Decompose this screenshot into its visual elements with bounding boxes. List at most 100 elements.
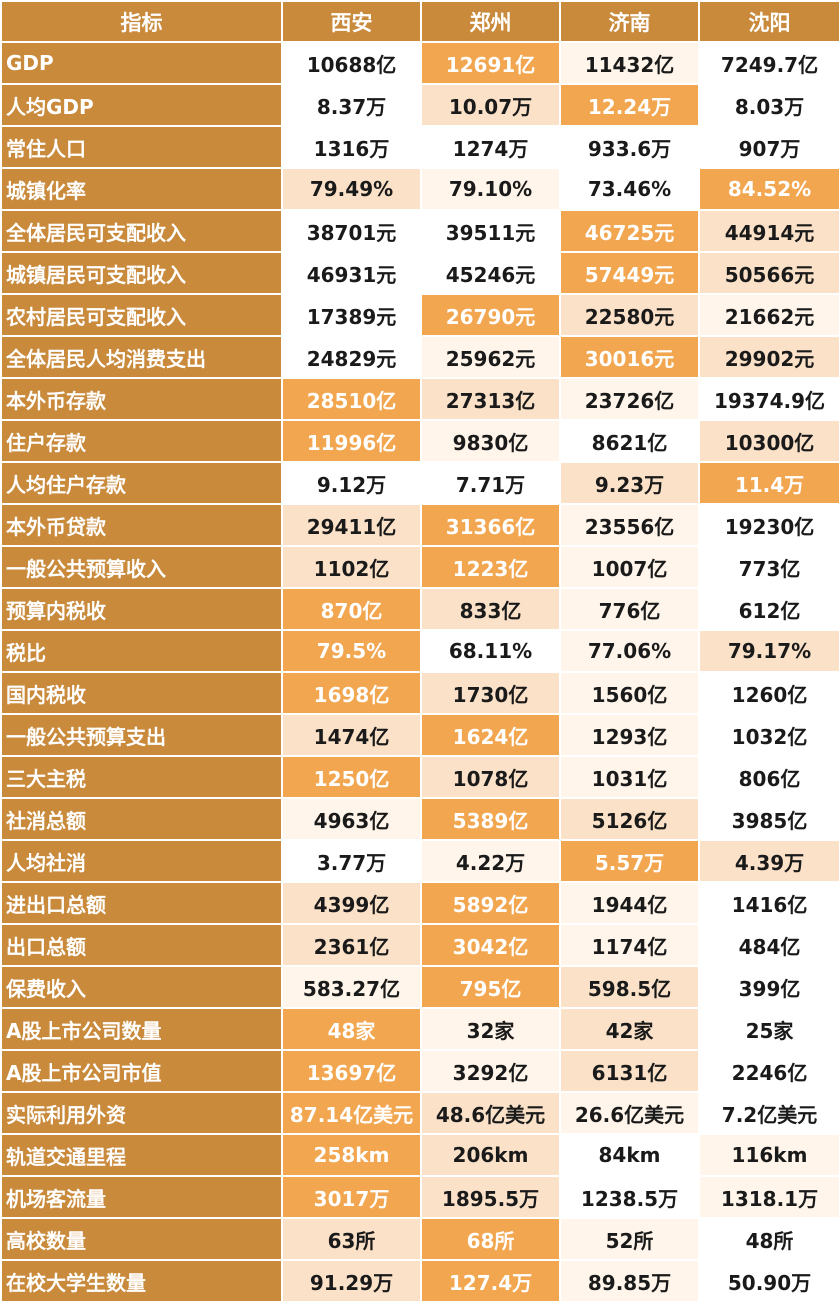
row-label: 本外币贷款 — [0, 503, 283, 547]
value-cell: 1274万 — [420, 125, 561, 169]
table-row: 轨道交通里程 258km 206km 84km 116km — [0, 1133, 839, 1177]
value-cell: 79.17% — [698, 629, 839, 673]
table-row: 社消总额 4963亿 5389亿 5126亿 3985亿 — [0, 797, 839, 841]
value-cell: 4963亿 — [281, 797, 422, 841]
value-cell: 1316万 — [281, 125, 422, 169]
row-label: 人均住户存款 — [0, 461, 283, 505]
row-label: 全体居民人均消费支出 — [0, 335, 283, 379]
header-city: 济南 — [559, 0, 700, 43]
row-label: A股上市公司数量 — [0, 1007, 283, 1051]
table-row: 一般公共预算支出 1474亿 1624亿 1293亿 1032亿 — [0, 713, 839, 757]
value-cell: 933.6万 — [559, 125, 700, 169]
value-cell: 29902元 — [698, 335, 839, 379]
value-cell: 38701元 — [281, 209, 422, 253]
value-cell: 4399亿 — [281, 881, 422, 925]
value-cell: 2246亿 — [698, 1049, 839, 1093]
value-cell: 23726亿 — [559, 377, 700, 421]
value-cell: 7249.7亿 — [698, 41, 839, 85]
value-cell: 2361亿 — [281, 923, 422, 967]
row-label: 国内税收 — [0, 671, 283, 715]
value-cell: 19374.9亿 — [698, 377, 839, 421]
value-cell: 48.6亿美元 — [420, 1091, 561, 1135]
value-cell: 6131亿 — [559, 1049, 700, 1093]
table-header: 指标 西安 郑州 济南 沈阳 — [0, 0, 839, 43]
value-cell: 46931元 — [281, 251, 422, 295]
table-row: GDP 10688亿 12691亿 11432亿 7249.7亿 — [0, 41, 839, 85]
row-label: GDP — [0, 41, 283, 85]
value-cell: 1698亿 — [281, 671, 422, 715]
value-cell: 26.6亿美元 — [559, 1091, 700, 1135]
value-cell: 17389元 — [281, 293, 422, 337]
row-label: 住户存款 — [0, 419, 283, 463]
value-cell: 116km — [698, 1133, 839, 1177]
value-cell: 11.4万 — [698, 461, 839, 505]
value-cell: 42家 — [559, 1007, 700, 1051]
value-cell: 5.57万 — [559, 839, 700, 883]
value-cell: 50.90万 — [698, 1259, 839, 1303]
value-cell: 127.4万 — [420, 1259, 561, 1303]
value-cell: 10.07万 — [420, 83, 561, 127]
value-cell: 1624亿 — [420, 713, 561, 757]
value-cell: 1078亿 — [420, 755, 561, 799]
value-cell: 48家 — [281, 1007, 422, 1051]
value-cell: 773亿 — [698, 545, 839, 589]
table-row: 出口总额 2361亿 3042亿 1174亿 484亿 — [0, 923, 839, 967]
value-cell: 79.49% — [281, 167, 422, 211]
value-cell: 1102亿 — [281, 545, 422, 589]
table-row: 税比 79.5% 68.11% 77.06% 79.17% — [0, 629, 839, 673]
value-cell: 907万 — [698, 125, 839, 169]
value-cell: 48所 — [698, 1217, 839, 1261]
value-cell: 1318.1万 — [698, 1175, 839, 1219]
value-cell: 91.29万 — [281, 1259, 422, 1303]
value-cell: 1730亿 — [420, 671, 561, 715]
table-row: 进出口总额 4399亿 5892亿 1944亿 1416亿 — [0, 881, 839, 925]
value-cell: 21662元 — [698, 293, 839, 337]
value-cell: 1293亿 — [559, 713, 700, 757]
value-cell: 3.77万 — [281, 839, 422, 883]
value-cell: 3985亿 — [698, 797, 839, 841]
value-cell: 1260亿 — [698, 671, 839, 715]
value-cell: 1031亿 — [559, 755, 700, 799]
value-cell: 73.46% — [559, 167, 700, 211]
table-row: 常住人口 1316万 1274万 933.6万 907万 — [0, 125, 839, 169]
value-cell: 19230亿 — [698, 503, 839, 547]
value-cell: 89.85万 — [559, 1259, 700, 1303]
header-city: 沈阳 — [698, 0, 839, 43]
value-cell: 50566元 — [698, 251, 839, 295]
value-cell: 1895.5万 — [420, 1175, 561, 1219]
table-row: 人均GDP 8.37万 10.07万 12.24万 8.03万 — [0, 83, 839, 127]
value-cell: 399亿 — [698, 965, 839, 1009]
row-label: 城镇化率 — [0, 167, 283, 211]
value-cell: 5126亿 — [559, 797, 700, 841]
row-label: 进出口总额 — [0, 881, 283, 925]
value-cell: 23556亿 — [559, 503, 700, 547]
value-cell: 22580元 — [559, 293, 700, 337]
header-city: 郑州 — [420, 0, 561, 43]
table-row: 农村居民可支配收入 17389元 26790元 22580元 21662元 — [0, 293, 839, 337]
row-label: 机场客流量 — [0, 1175, 283, 1219]
row-label: 出口总额 — [0, 923, 283, 967]
value-cell: 484亿 — [698, 923, 839, 967]
value-cell: 77.06% — [559, 629, 700, 673]
value-cell: 9830亿 — [420, 419, 561, 463]
table-row: 全体居民可支配收入 38701元 39511元 46725元 44914元 — [0, 209, 839, 253]
value-cell: 63所 — [281, 1217, 422, 1261]
table-row: 预算内税收 870亿 833亿 776亿 612亿 — [0, 587, 839, 631]
value-cell: 44914元 — [698, 209, 839, 253]
value-cell: 11432亿 — [559, 41, 700, 85]
value-cell: 25家 — [698, 1007, 839, 1051]
row-label: 社消总额 — [0, 797, 283, 841]
value-cell: 39511元 — [420, 209, 561, 253]
table-row: 三大主税 1250亿 1078亿 1031亿 806亿 — [0, 755, 839, 799]
value-cell: 4.22万 — [420, 839, 561, 883]
value-cell: 25962元 — [420, 335, 561, 379]
table-row: 本外币存款 28510亿 27313亿 23726亿 19374.9亿 — [0, 377, 839, 421]
table-row: 机场客流量 3017万 1895.5万 1238.5万 1318.1万 — [0, 1175, 839, 1219]
value-cell: 28510亿 — [281, 377, 422, 421]
row-label: 保费收入 — [0, 965, 283, 1009]
value-cell: 57449元 — [559, 251, 700, 295]
row-label: 轨道交通里程 — [0, 1133, 283, 1177]
value-cell: 776亿 — [559, 587, 700, 631]
value-cell: 870亿 — [281, 587, 422, 631]
